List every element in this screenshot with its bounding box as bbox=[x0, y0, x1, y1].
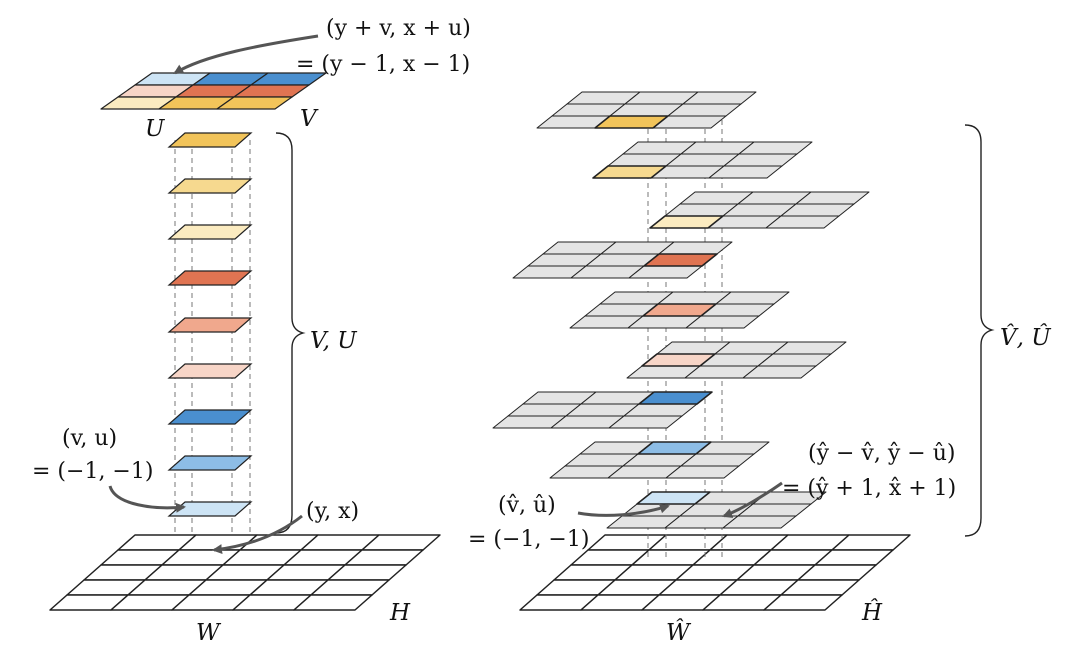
kernel-slice bbox=[167, 224, 253, 240]
top-coord-arrow bbox=[173, 34, 319, 75]
highlight-cell bbox=[636, 491, 711, 505]
highlight-cell bbox=[649, 215, 724, 229]
left-projection-lines bbox=[174, 140, 251, 560]
shifted-grid bbox=[492, 391, 713, 429]
left-brace-label: V, U bbox=[310, 328, 358, 354]
kernel-slice bbox=[167, 501, 253, 517]
grid-cell bbox=[665, 465, 740, 479]
offset-arrow-left bbox=[108, 485, 186, 513]
highlight-cell bbox=[642, 303, 717, 317]
grid-cell bbox=[722, 515, 797, 529]
kernel-slice bbox=[167, 409, 253, 425]
right-brace bbox=[964, 124, 995, 537]
pixel-label: (y, x) bbox=[306, 499, 359, 524]
right-brace-label: V̂, Û bbox=[1000, 324, 1052, 351]
input-grid-W-hat-H-hat bbox=[519, 534, 911, 611]
width-label-left: W bbox=[196, 620, 222, 646]
kernel-slice bbox=[167, 178, 253, 194]
right-input-grid bbox=[519, 534, 911, 611]
kernel-slice bbox=[167, 270, 253, 286]
top-coord-line1: (y + v, x + u) bbox=[326, 16, 471, 41]
kernel-u-label: U bbox=[145, 116, 166, 142]
coord-hat-line1: (ŷ − v̂, ŷ − û) bbox=[808, 441, 955, 466]
left-brace bbox=[275, 132, 306, 534]
kernel-slice bbox=[167, 132, 253, 148]
highlight-cell bbox=[641, 353, 716, 367]
highlight-cell bbox=[643, 253, 718, 267]
coord-arrow-right bbox=[722, 481, 783, 518]
right-shifted-grids bbox=[492, 91, 870, 529]
grid-cell bbox=[216, 96, 293, 110]
kernel-slice bbox=[167, 455, 253, 471]
grid-cell bbox=[685, 315, 760, 329]
grid-cell bbox=[608, 415, 683, 429]
shifted-grid bbox=[626, 341, 847, 379]
kernel-3x3 bbox=[100, 72, 327, 110]
coord-hat-line2: = (ŷ + 1, x̂ + 1) bbox=[782, 476, 956, 501]
kernel-v-label: V bbox=[300, 106, 319, 132]
width-label-right: Ŵ bbox=[666, 619, 692, 646]
height-label-right: Ĥ bbox=[861, 599, 883, 626]
kernel-slice bbox=[167, 317, 253, 333]
shifted-grid bbox=[569, 291, 790, 329]
shifted-grid bbox=[592, 141, 813, 179]
top-coord-line2: = (y − 1, x − 1) bbox=[296, 52, 470, 77]
shifted-grid bbox=[549, 441, 770, 479]
highlight-cell bbox=[638, 391, 713, 405]
left-kernel-stack bbox=[167, 132, 253, 517]
grid-cell bbox=[708, 165, 783, 179]
shifted-grid bbox=[512, 241, 733, 279]
grid-cell bbox=[763, 594, 843, 611]
offset-line1: (v, u) bbox=[62, 426, 117, 451]
highlight-cell bbox=[594, 115, 669, 129]
highlight-cell bbox=[637, 441, 712, 455]
kernel-slice bbox=[167, 363, 253, 379]
offset-arrow-right bbox=[577, 503, 670, 517]
offset-hat-line1: (v̂, û) bbox=[498, 493, 556, 518]
grid-cell bbox=[765, 215, 840, 229]
offset-line2: = (−1, −1) bbox=[32, 459, 153, 484]
left-input-grid bbox=[49, 534, 441, 611]
shifted-grid bbox=[536, 91, 757, 129]
highlight-cell bbox=[592, 165, 667, 179]
grid-cell bbox=[293, 594, 373, 611]
pixel-arrow-left bbox=[212, 514, 303, 555]
offset-hat-line2: = (−1, −1) bbox=[468, 527, 589, 552]
grid-cell bbox=[742, 365, 817, 379]
input-grid-W-H bbox=[49, 534, 441, 611]
height-label-left: H bbox=[389, 600, 411, 626]
shifted-grid bbox=[649, 191, 870, 229]
left-kernel-grid bbox=[100, 72, 327, 110]
